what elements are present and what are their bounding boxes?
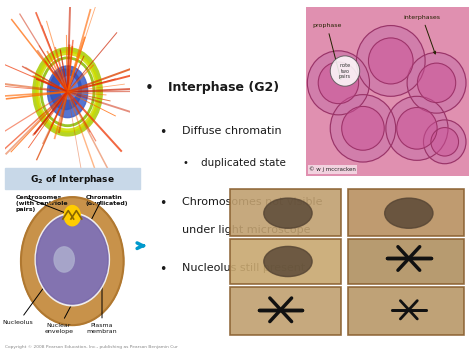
Text: note
two
pairs: note two pairs <box>339 63 351 79</box>
Text: $\mathbf{G_2}$ of Interphase: $\mathbf{G_2}$ of Interphase <box>30 173 115 186</box>
Circle shape <box>407 53 466 113</box>
Circle shape <box>60 77 78 99</box>
Text: Plasma
membran: Plasma membran <box>87 269 118 334</box>
Circle shape <box>397 107 437 149</box>
Text: •: • <box>145 81 154 96</box>
Text: under light microscope: under light microscope <box>182 225 311 234</box>
Bar <box>230 239 341 284</box>
Circle shape <box>21 197 124 325</box>
Text: Nuclear
envelope: Nuclear envelope <box>44 306 73 334</box>
Circle shape <box>50 69 82 110</box>
Text: Chromatin
(duplicated): Chromatin (duplicated) <box>86 196 128 206</box>
Circle shape <box>318 62 359 104</box>
Circle shape <box>264 246 312 277</box>
Text: •: • <box>159 263 166 276</box>
Circle shape <box>356 26 425 96</box>
Circle shape <box>431 127 458 156</box>
Bar <box>348 239 465 284</box>
Circle shape <box>386 96 448 160</box>
Bar <box>230 189 341 236</box>
Text: © w j mccracken: © w j mccracken <box>309 166 356 172</box>
Bar <box>348 287 465 336</box>
Text: Interphase (G2): Interphase (G2) <box>168 81 279 94</box>
Text: Centrosomes
(with centriole
pairs): Centrosomes (with centriole pairs) <box>16 196 67 212</box>
Circle shape <box>330 95 396 162</box>
Circle shape <box>385 198 433 228</box>
Bar <box>348 189 465 236</box>
Text: •: • <box>159 126 166 139</box>
Circle shape <box>330 56 360 86</box>
Circle shape <box>418 63 456 102</box>
Circle shape <box>36 215 108 304</box>
Text: •: • <box>182 158 188 168</box>
Circle shape <box>342 106 384 150</box>
Circle shape <box>35 213 109 306</box>
Text: duplicated state: duplicated state <box>201 158 286 168</box>
Text: Chromosomes not visible: Chromosomes not visible <box>182 197 323 206</box>
Text: Copyright © 2008 Pearson Education, Inc., publishing as Pearson Benjamin Cur: Copyright © 2008 Pearson Education, Inc.… <box>5 345 177 349</box>
Bar <box>5 168 140 189</box>
Circle shape <box>423 120 466 164</box>
Text: prophase: prophase <box>312 23 342 79</box>
Bar <box>230 287 341 336</box>
Circle shape <box>47 66 88 118</box>
Circle shape <box>54 247 74 272</box>
Text: Diffuse chromatin: Diffuse chromatin <box>182 126 282 136</box>
Circle shape <box>64 206 81 226</box>
Circle shape <box>307 51 370 115</box>
Text: Nucleolus still present: Nucleolus still present <box>182 263 306 273</box>
Text: interphases: interphases <box>404 15 441 54</box>
Text: •: • <box>159 197 166 210</box>
Circle shape <box>368 38 413 84</box>
Text: Nucleolus: Nucleolus <box>3 262 63 325</box>
Circle shape <box>264 198 312 228</box>
